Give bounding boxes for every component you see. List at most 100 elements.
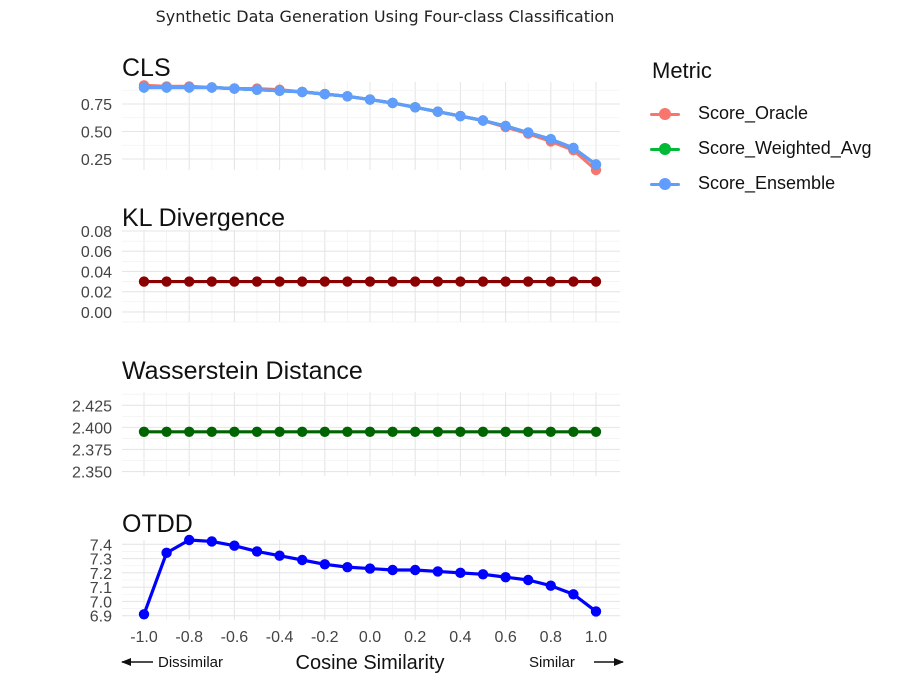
- data-point-otdd: [138, 609, 150, 620]
- data-point-score-ensemble: [206, 82, 217, 93]
- data-point-wasserstein-distance: [455, 426, 466, 437]
- data-point-score-ensemble: [568, 142, 579, 154]
- figure-title: Synthetic Data Generation Using Four-cla…: [155, 7, 615, 26]
- legend-item-score-oracle: Score_Oracle: [646, 96, 906, 131]
- data-point-kl-divergence: [500, 276, 511, 287]
- data-point-wasserstein-distance: [319, 426, 330, 437]
- data-point-score-ensemble: [410, 102, 421, 113]
- y-tick-label: 2.350: [72, 465, 112, 482]
- data-point-kl-divergence: [184, 276, 195, 287]
- x-tick-label: -1.0: [130, 629, 158, 646]
- data-point-wasserstein-distance: [342, 426, 353, 437]
- data-point-wasserstein-distance: [477, 426, 489, 437]
- data-point-wasserstein-distance: [161, 426, 172, 437]
- legend-label: Score_Weighted_Avg: [698, 138, 872, 158]
- data-point-kl-divergence: [161, 276, 172, 287]
- data-point-otdd: [229, 540, 240, 551]
- x-tick-label: 0.4: [449, 629, 471, 646]
- data-point-kl-divergence: [568, 276, 579, 287]
- data-point-otdd: [500, 571, 511, 583]
- dissimilar-annotation: Dissimilar: [158, 654, 223, 671]
- x-axis-label: Cosine Similarity: [296, 652, 445, 674]
- data-point-otdd: [477, 569, 489, 580]
- panel-wasserstein-distance: Wasserstein Distance 2.350 2.375 2.400 2.425: [72, 357, 620, 482]
- legend-key-score-oracle: [646, 104, 684, 124]
- data-point-wasserstein-distance: [297, 426, 308, 437]
- data-point-score-ensemble: [545, 134, 556, 145]
- y-tick-label: 0.00: [81, 305, 112, 322]
- x-tick-label: -0.6: [221, 629, 249, 646]
- data-point-wasserstein-distance: [545, 426, 556, 437]
- data-point-kl-divergence: [455, 276, 466, 287]
- legend-title: Metric: [652, 58, 712, 83]
- y-tick-label: 0.02: [81, 285, 112, 302]
- data-point-otdd: [410, 564, 421, 576]
- x-tick-label: 0.8: [540, 629, 562, 646]
- data-point-otdd: [364, 563, 376, 574]
- legend-item-score-ensemble: Score_Ensemble: [646, 166, 906, 201]
- data-point-kl-divergence: [319, 276, 330, 287]
- legend-item-score-weighted-avg: Score_Weighted_Avg: [646, 131, 906, 166]
- data-point-score-ensemble: [387, 97, 398, 109]
- data-point-kl-divergence: [410, 276, 421, 287]
- data-point-wasserstein-distance: [184, 426, 195, 437]
- y-tick-label: 0.75: [81, 97, 112, 114]
- data-point-kl-divergence: [364, 276, 376, 287]
- data-point-wasserstein-distance: [568, 426, 579, 437]
- x-tick-label: 0.2: [404, 629, 426, 646]
- data-point-score-ensemble: [319, 88, 330, 100]
- data-point-wasserstein-distance: [138, 426, 150, 437]
- data-point-score-ensemble: [477, 115, 489, 126]
- data-point-score-ensemble: [229, 83, 240, 94]
- panel-title-wasserstein-distance: Wasserstein Distance: [122, 357, 363, 385]
- data-point-score-ensemble: [184, 82, 195, 93]
- y-tick-label: 0.08: [81, 224, 112, 241]
- panel-kl-divergence: KL Divergence 0.00 0.02 0.04 0.06 0.08: [81, 204, 620, 323]
- data-point-score-ensemble: [251, 84, 263, 95]
- data-point-score-ensemble: [138, 82, 150, 93]
- data-point-wasserstein-distance: [229, 426, 240, 437]
- y-tick-label: 0.25: [81, 152, 112, 169]
- x-tick-label: -0.4: [266, 629, 294, 646]
- data-point-wasserstein-distance: [500, 426, 511, 437]
- x-tick-label: 0.6: [494, 629, 516, 646]
- data-point-kl-divergence: [342, 276, 353, 287]
- y-tick-label: 7.1: [90, 580, 112, 597]
- data-point-score-ensemble: [161, 82, 172, 93]
- y-tick-label: 6.9: [90, 609, 112, 626]
- x-tick-label: -0.8: [175, 629, 203, 646]
- data-point-wasserstein-distance: [523, 426, 534, 437]
- data-point-otdd: [455, 567, 466, 579]
- y-tick-label: 7.2: [90, 566, 112, 583]
- legend: Metric Score_Oracle Score_Weighted_Avg S…: [646, 58, 906, 201]
- panel-otdd: OTDD 6.97.07.17.27.37.4: [90, 510, 620, 626]
- data-point-kl-divergence: [477, 276, 489, 287]
- data-point-score-ensemble: [364, 94, 376, 105]
- y-tick-label: 0.50: [81, 125, 112, 142]
- data-point-kl-divergence: [387, 276, 398, 287]
- data-point-kl-divergence: [251, 276, 263, 287]
- data-point-kl-divergence: [523, 276, 534, 287]
- y-tick-label: 7.0: [90, 594, 112, 611]
- data-point-wasserstein-distance: [206, 426, 217, 437]
- data-point-score-ensemble: [432, 106, 443, 117]
- data-point-wasserstein-distance: [274, 426, 285, 437]
- data-point-otdd: [432, 566, 443, 577]
- panel-title-otdd: OTDD: [122, 510, 193, 538]
- data-point-otdd: [206, 536, 217, 547]
- y-tick-label: 7.4: [90, 537, 112, 554]
- data-point-score-ensemble: [342, 91, 353, 102]
- y-tick-label: 0.06: [81, 244, 112, 261]
- data-point-kl-divergence: [138, 276, 150, 287]
- data-point-kl-divergence: [274, 276, 285, 287]
- data-point-otdd: [342, 561, 353, 573]
- y-tick-label: 0.04: [81, 264, 112, 281]
- data-point-kl-divergence: [432, 276, 443, 287]
- data-point-score-ensemble: [297, 86, 308, 98]
- data-point-score-ensemble: [274, 85, 285, 97]
- data-point-score-ensemble: [500, 120, 511, 132]
- data-point-score-ensemble: [523, 127, 534, 138]
- data-point-otdd: [387, 564, 398, 576]
- data-point-otdd: [297, 554, 308, 566]
- legend-key-score-ensemble: [646, 174, 684, 194]
